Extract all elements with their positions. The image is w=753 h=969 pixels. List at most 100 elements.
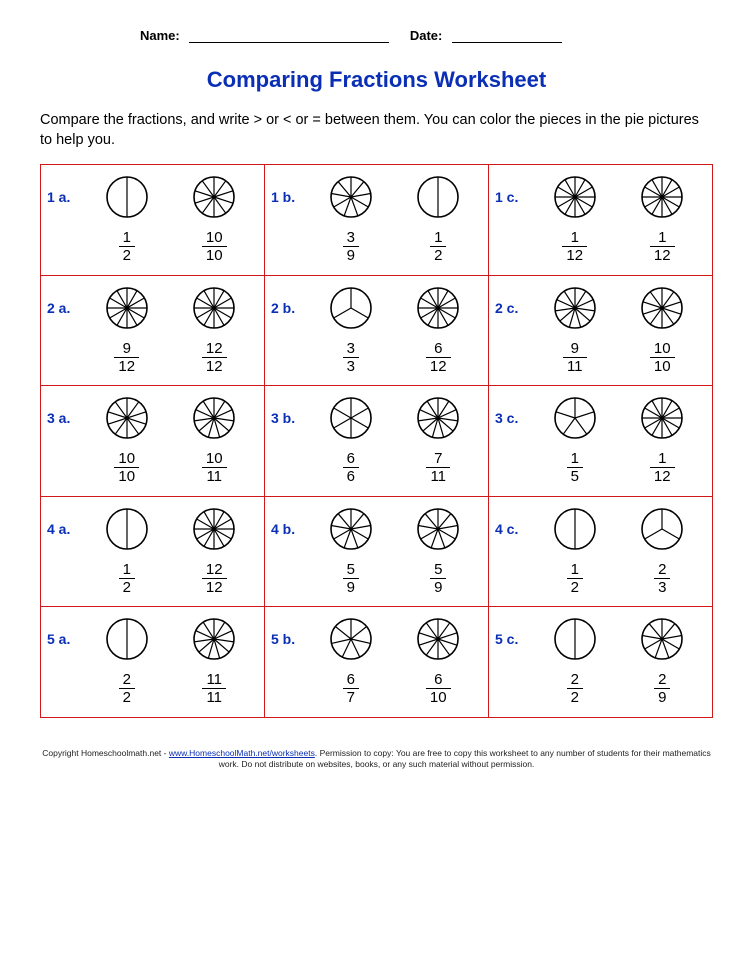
fraction-denominator: 2 xyxy=(430,247,446,264)
fraction-pair: 2 2 11 11 xyxy=(83,617,258,707)
pie-icon xyxy=(416,396,460,440)
fraction-block: 2 9 xyxy=(640,617,684,707)
fraction-numerator: 6 xyxy=(343,450,359,468)
problem-cell: 5 c. 2 2 2 9 xyxy=(489,607,713,718)
fraction-block: 10 10 xyxy=(192,175,236,265)
fraction-pair: 3 9 1 2 xyxy=(307,175,482,265)
fraction-block: 1 12 xyxy=(640,396,684,486)
pie-icon xyxy=(105,396,149,440)
fraction-denominator: 10 xyxy=(426,689,451,706)
fraction-block: 1 2 xyxy=(105,175,149,265)
fraction-numerator: 2 xyxy=(119,671,135,689)
problem-label: 5 c. xyxy=(495,617,531,647)
fraction-denominator: 12 xyxy=(114,358,139,375)
pie-icon xyxy=(640,617,684,661)
footer-link[interactable]: www.HomeschoolMath.net/worksheets xyxy=(169,748,315,758)
pie-icon xyxy=(329,175,373,219)
fraction-block: 6 6 xyxy=(329,396,373,486)
page-title: Comparing Fractions Worksheet xyxy=(40,67,713,93)
fraction-denominator: 2 xyxy=(567,579,583,596)
fraction-numerator: 7 xyxy=(426,450,450,468)
pie-icon xyxy=(329,507,373,551)
fraction-numerator: 12 xyxy=(202,561,227,579)
fraction: 12 12 xyxy=(202,561,227,597)
problem-cell: 1 a. 1 2 10 10 xyxy=(41,165,265,276)
fraction: 10 10 xyxy=(202,229,227,265)
fraction-denominator: 9 xyxy=(343,579,359,596)
fraction-numerator: 1 xyxy=(430,229,446,247)
fraction-denominator: 12 xyxy=(202,579,227,596)
problem-cell: 1 b. 3 9 1 2 xyxy=(265,165,489,276)
problem-label: 4 c. xyxy=(495,507,531,537)
problem-grid: 1 a. 1 2 10 10 1 b. 3 9 1 xyxy=(40,164,713,718)
fraction: 2 9 xyxy=(654,671,670,707)
fraction-block: 2 2 xyxy=(105,617,149,707)
fraction-denominator: 9 xyxy=(343,247,359,264)
fraction: 2 2 xyxy=(567,671,583,707)
fraction-numerator: 2 xyxy=(654,561,670,579)
fraction: 12 12 xyxy=(202,340,227,376)
problem-label: 5 a. xyxy=(47,617,83,647)
fraction-denominator: 9 xyxy=(430,579,446,596)
fraction-denominator: 11 xyxy=(202,689,226,706)
problem-cell: 4 b. 5 9 5 9 xyxy=(265,496,489,607)
problem-label: 3 c. xyxy=(495,396,531,426)
problem-cell: 4 c. 1 2 2 3 xyxy=(489,496,713,607)
fraction-denominator: 3 xyxy=(343,358,359,375)
fraction-denominator: 10 xyxy=(114,468,139,485)
pie-icon xyxy=(105,507,149,551)
fraction-block: 7 11 xyxy=(416,396,460,486)
date-blank[interactable] xyxy=(452,31,562,43)
fraction-denominator: 3 xyxy=(654,579,670,596)
header-line: Name: Date: xyxy=(40,28,713,43)
fraction: 10 10 xyxy=(114,450,139,486)
fraction-block: 6 12 xyxy=(416,286,460,376)
fraction-numerator: 3 xyxy=(343,229,359,247)
fraction-numerator: 1 xyxy=(650,229,675,247)
fraction: 6 7 xyxy=(343,671,359,707)
fraction-block: 1 12 xyxy=(640,175,684,265)
problem-cell: 4 a. 1 2 12 12 xyxy=(41,496,265,607)
fraction: 9 12 xyxy=(114,340,139,376)
fraction-numerator: 6 xyxy=(426,671,451,689)
fraction-denominator: 10 xyxy=(202,247,227,264)
problem-cell: 3 b. 6 6 7 11 xyxy=(265,386,489,497)
fraction-numerator: 6 xyxy=(426,340,451,358)
pie-icon xyxy=(640,396,684,440)
fraction-pair: 9 11 10 10 xyxy=(531,286,706,376)
fraction-numerator: 12 xyxy=(202,340,227,358)
fraction-denominator: 12 xyxy=(426,358,451,375)
fraction-block: 9 12 xyxy=(105,286,149,376)
fraction: 5 9 xyxy=(343,561,359,597)
name-blank[interactable] xyxy=(189,31,389,43)
fraction-denominator: 12 xyxy=(202,358,227,375)
fraction-numerator: 1 xyxy=(650,450,675,468)
fraction: 6 6 xyxy=(343,450,359,486)
fraction-numerator: 1 xyxy=(119,561,135,579)
fraction-denominator: 2 xyxy=(567,689,583,706)
fraction-block: 2 3 xyxy=(640,507,684,597)
problem-cell: 3 a. 10 10 10 11 xyxy=(41,386,265,497)
fraction-block: 1 2 xyxy=(105,507,149,597)
fraction-denominator: 11 xyxy=(563,358,587,375)
pie-icon xyxy=(640,286,684,330)
fraction: 10 11 xyxy=(202,450,227,486)
fraction-denominator: 2 xyxy=(119,689,135,706)
fraction: 6 10 xyxy=(426,671,451,707)
fraction-pair: 10 10 10 11 xyxy=(83,396,258,486)
fraction-block: 5 9 xyxy=(329,507,373,597)
name-label: Name: xyxy=(140,28,180,43)
problem-label: 5 b. xyxy=(271,617,307,647)
fraction-denominator: 5 xyxy=(567,468,583,485)
fraction-numerator: 1 xyxy=(119,229,135,247)
fraction: 3 9 xyxy=(343,229,359,265)
fraction-numerator: 11 xyxy=(202,671,226,689)
problem-label: 1 c. xyxy=(495,175,531,205)
pie-icon xyxy=(553,617,597,661)
fraction-denominator: 11 xyxy=(426,468,450,485)
problem-label: 1 a. xyxy=(47,175,83,205)
pie-icon xyxy=(192,396,236,440)
pie-icon xyxy=(416,617,460,661)
fraction-block: 3 9 xyxy=(329,175,373,265)
problem-label: 3 b. xyxy=(271,396,307,426)
